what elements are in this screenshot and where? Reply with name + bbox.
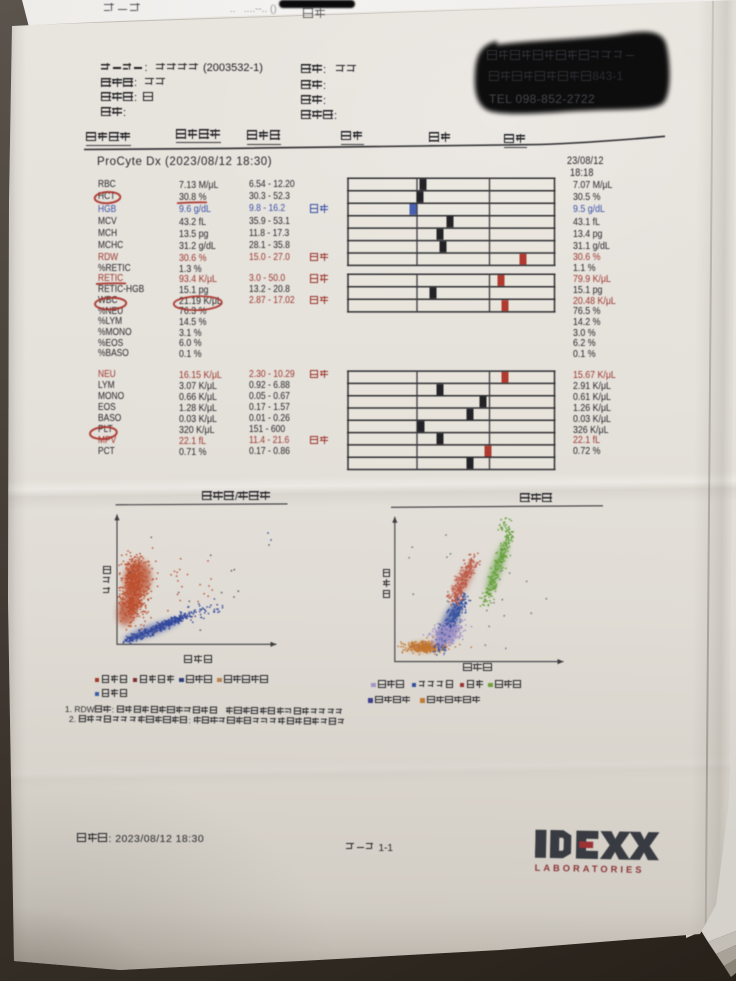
svg-text:LABORATORIES: LABORATORIES	[535, 863, 645, 875]
